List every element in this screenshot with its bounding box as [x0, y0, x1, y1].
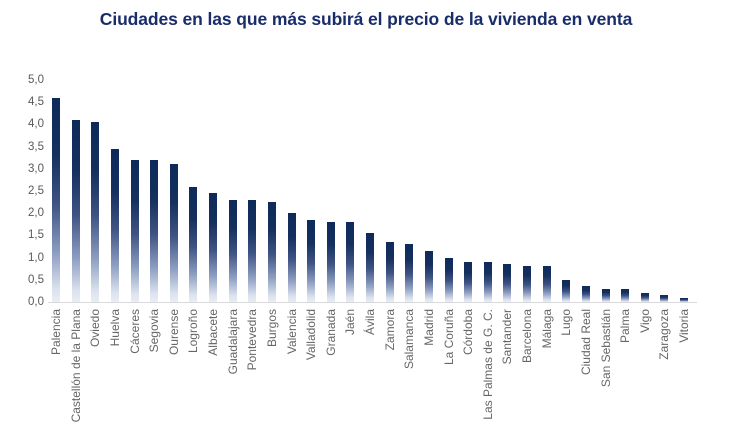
bar-1	[52, 98, 60, 302]
bar-24	[503, 264, 512, 302]
x-axis-category-label: Ávila	[363, 309, 377, 336]
bar-6	[150, 160, 159, 302]
y-axis-tick-label: 0,0	[28, 296, 44, 308]
x-axis-category-label: Madrid	[421, 309, 436, 346]
y-axis-tick-label: 1,5	[28, 229, 44, 242]
x-axis-category-label: Segovia	[147, 309, 162, 353]
x-axis-category-label: Salamanca	[402, 309, 417, 370]
y-axis-tick-label: 4,0	[28, 118, 44, 131]
bar-7	[169, 164, 178, 302]
y-axis-tick-label: 5,0	[28, 74, 44, 86]
bar-25	[523, 266, 531, 302]
x-axis-category-label: Valladolid	[304, 309, 319, 361]
bar-11	[248, 200, 257, 302]
x-axis-category-label: Albacete	[206, 309, 220, 356]
bar-20	[424, 251, 433, 302]
x-axis-category-label: Vitoria	[677, 309, 691, 343]
bar-14	[307, 220, 316, 302]
x-axis-category-label: Guadalajara	[225, 309, 240, 375]
bar-30	[621, 289, 630, 302]
bar-16	[346, 222, 355, 302]
bar-17	[366, 233, 374, 302]
y-axis-tick-label: 2,0	[28, 207, 44, 220]
bar-18	[385, 242, 394, 302]
x-axis-category-label: Logroño	[186, 309, 201, 354]
bar-31	[640, 293, 649, 302]
bar-13	[287, 213, 296, 302]
x-axis-category-label: Zamora	[382, 309, 397, 351]
bar-4	[110, 149, 119, 302]
chart-title: Ciudades en las que más subirá el precio…	[99, 9, 633, 29]
y-axis-tick-label: 0,5	[28, 273, 44, 286]
x-axis-category-label: Cáceres	[127, 309, 142, 354]
x-axis-category-label: La Coruña	[441, 309, 456, 366]
y-axis-tick-label: 4,5	[28, 96, 44, 109]
bar-8	[189, 187, 198, 302]
bar-10	[228, 200, 237, 302]
x-axis-category-label: Granada	[323, 309, 338, 356]
x-axis-category-label: Córdoba	[461, 309, 476, 356]
y-axis-tick-label: 3,0	[28, 162, 44, 175]
x-axis-category-label: Huelva	[107, 309, 122, 347]
bar-23	[483, 262, 492, 302]
bar-3	[91, 122, 100, 302]
bar-27	[562, 280, 571, 302]
x-axis-category-label: Zaragoza	[657, 309, 672, 360]
bar-33	[680, 298, 688, 302]
x-axis-category-label: Santander	[500, 309, 515, 365]
bar-5	[130, 160, 139, 302]
x-axis-category-label: Castellón de la Plana	[68, 309, 83, 423]
bar-22	[464, 262, 473, 302]
x-axis-category-label: Burgos	[264, 309, 279, 348]
y-axis-tick-label: 2,5	[28, 185, 44, 197]
bar-2	[71, 120, 80, 302]
bar-12	[267, 202, 276, 302]
bar-28	[581, 286, 590, 302]
x-axis-category-label: Barcelona	[520, 309, 534, 364]
y-axis-tick-label: 1,0	[28, 251, 44, 264]
x-axis-category-label: Valencia	[284, 309, 299, 355]
x-axis-category-label: Palma	[618, 309, 633, 344]
x-axis-category-label: Ciudad Real	[578, 309, 593, 376]
x-axis-category-label: San Sebastián	[598, 309, 613, 388]
x-axis-category-label: Lugo	[559, 309, 574, 336]
bar-15	[326, 222, 335, 302]
x-axis-category-label: Málaga	[539, 309, 554, 349]
bar-29	[601, 289, 610, 302]
x-axis-category-label: Oviedo	[88, 309, 103, 348]
x-axis-category-label: Ourense	[166, 309, 181, 356]
x-axis-category-label: Vigo	[637, 309, 652, 333]
x-axis-category-label: Pontevedra	[245, 309, 260, 371]
y-axis-tick-label: 3,5	[28, 140, 44, 153]
x-axis-category-label: Palencia	[49, 309, 63, 356]
bar-26	[542, 266, 551, 302]
x-axis-line	[48, 302, 697, 303]
bar-32	[660, 295, 669, 302]
bar-9	[209, 193, 217, 302]
x-axis-category-label: Las Palmas de G. C.	[480, 309, 495, 420]
bar-21	[444, 258, 453, 302]
bar-19	[405, 244, 414, 302]
x-axis-category-label: Jaén	[343, 309, 358, 336]
